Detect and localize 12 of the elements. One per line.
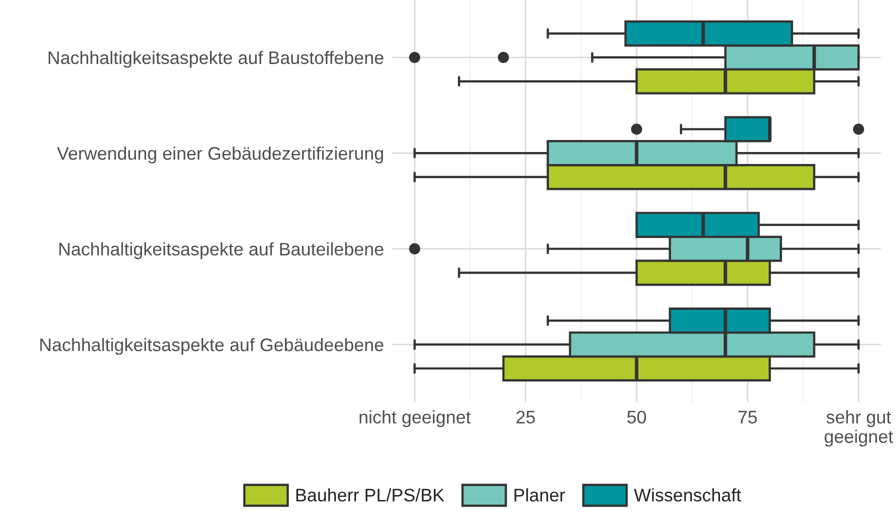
x-tick-label: 75 <box>738 410 757 424</box>
y-tick-label: Nachhaltigkeitsaspekte auf Gebäudeebene <box>40 338 384 355</box>
y-tick-label: Verwendung einer Gebäudezertifizierung <box>56 146 383 164</box>
legend-label: Wissenschaft <box>634 488 742 502</box>
x-tick-label: 25 <box>516 410 535 424</box>
y-tick-label: Nachhaltigkeitsaspekte auf Baustoffebene <box>48 50 384 68</box>
legend-label: Planer <box>514 488 565 502</box>
x-tick-label: sehr gut geeignet <box>824 410 894 447</box>
legend-label: Bauherr PL/PS/BK <box>296 488 444 502</box>
x-tick-label: nicht geeignet <box>360 410 471 428</box>
x-tick-label: 50 <box>627 410 646 424</box>
y-tick-label: Nachhaltigkeitsaspekte auf Bauteilebene <box>59 242 384 260</box>
